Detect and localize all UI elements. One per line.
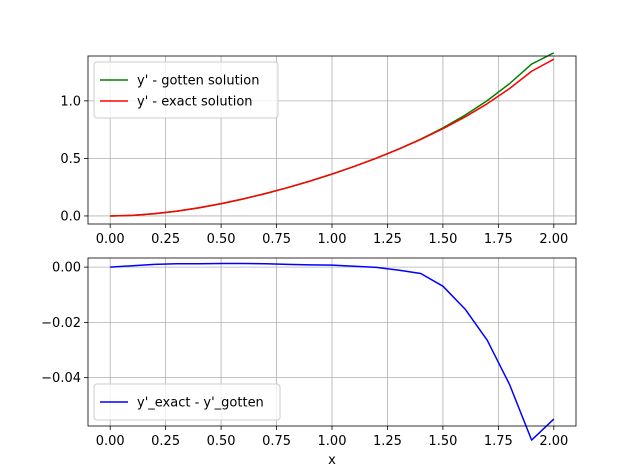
x-tick-label: 2.00 (539, 434, 568, 449)
x-tick-label: 0.50 (207, 434, 236, 449)
legend-box (93, 383, 281, 421)
legend-box (93, 61, 279, 119)
legend-label: y' - exact solution (137, 95, 253, 110)
y-tick-label: 0.0 (60, 209, 81, 224)
top-subplot: 0.00 0.25 0.50 0.75 1.00 1.25 1.50 1.75 2.00 0.0 0… (60, 52, 577, 247)
x-tick-label: 0.75 (262, 232, 291, 247)
x-axis-label: x (328, 453, 336, 468)
x-tick-label: 0.75 (262, 434, 291, 449)
x-tick-label: 0.00 (96, 434, 125, 449)
y-tick-label: −0.04 (41, 371, 81, 386)
series-line (110, 262, 555, 441)
legend: y'_exact - y'_gotten (93, 383, 281, 421)
x-tick-label: 0.25 (151, 434, 180, 449)
x-tick-label: 1.75 (484, 434, 513, 449)
y-tick-label: −0.02 (41, 316, 81, 331)
bottom-subplot: 0.00 0.25 0.50 0.75 1.00 1.25 1.50 1.75 2.00 0.00… (41, 257, 577, 468)
x-tick-label: 0.00 (96, 232, 125, 247)
legend: y' - gotten solution y' - exact solution (93, 61, 279, 119)
x-tick-label: 1.00 (318, 434, 347, 449)
series-line (110, 58, 555, 217)
x-tick-label: 1.50 (428, 232, 457, 247)
x-tick-label: 2.00 (539, 232, 568, 247)
x-tick-label: 0.50 (207, 232, 236, 247)
x-tick-label: 0.25 (151, 232, 180, 247)
x-tick-label: 1.75 (484, 232, 513, 247)
y-tick-label: 0.5 (60, 152, 81, 167)
x-tick-label: 1.00 (318, 232, 347, 247)
legend-label: y' - gotten solution (137, 74, 259, 89)
y-tick-label: 0.00 (52, 261, 81, 276)
x-tick-label: 1.25 (373, 232, 402, 247)
x-tick-label: 1.50 (428, 434, 457, 449)
legend-label: y'_exact - y'_gotten (137, 396, 264, 411)
y-tick-label: 1.0 (60, 94, 81, 109)
x-tick-label: 1.25 (373, 434, 402, 449)
